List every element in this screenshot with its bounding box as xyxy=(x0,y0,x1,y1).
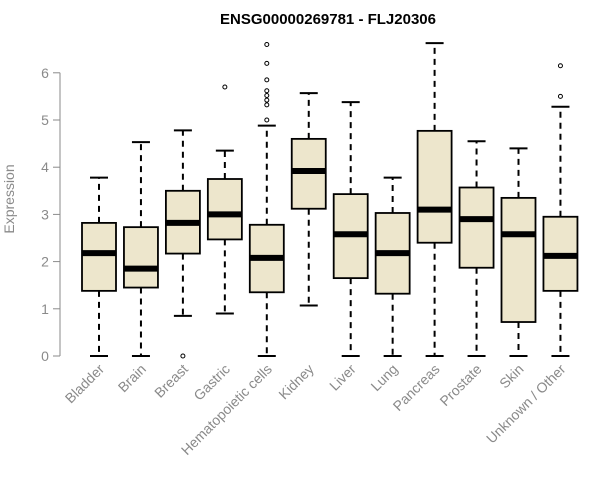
outlier-point xyxy=(222,84,228,90)
outlier-point xyxy=(557,93,563,99)
y-tick-label: 6 xyxy=(41,65,49,81)
y-tick-label: 1 xyxy=(41,301,49,317)
outlier-point xyxy=(264,117,270,123)
x-category-label: Brain xyxy=(115,361,149,395)
iqr-box xyxy=(81,221,117,292)
outlier-point xyxy=(264,102,270,108)
x-category-label: Prostate xyxy=(436,361,484,409)
y-tick-label: 0 xyxy=(41,348,49,364)
box-group xyxy=(123,141,159,357)
x-category-label: Unknown / Other xyxy=(483,361,569,447)
y-axis: 0 1 2 3 4 5 6 xyxy=(41,65,61,364)
y-tick-label: 5 xyxy=(41,112,49,128)
outlier-point xyxy=(180,353,186,359)
x-category-label: Lung xyxy=(367,361,400,394)
box-group xyxy=(458,140,495,357)
box-group xyxy=(416,42,453,357)
box-group xyxy=(500,147,537,357)
box-group xyxy=(164,129,201,359)
box-group xyxy=(81,176,117,357)
box-group xyxy=(374,176,411,357)
y-tick-label: 3 xyxy=(41,206,49,222)
iqr-box xyxy=(123,226,159,289)
outlier-point xyxy=(264,77,270,83)
y-tick-label: 4 xyxy=(41,159,49,175)
x-category-label: Skin xyxy=(496,361,527,392)
boxes-layer xyxy=(81,41,579,359)
iqr-box xyxy=(416,129,453,244)
iqr-box xyxy=(500,196,537,323)
x-category-label: Bladder xyxy=(62,361,108,407)
outlier-point xyxy=(557,63,563,69)
box-group xyxy=(248,41,285,357)
box-group xyxy=(206,84,243,315)
outlier-point xyxy=(264,97,270,103)
x-category-label: Breast xyxy=(151,361,191,401)
box-group xyxy=(290,92,327,307)
y-axis-label: Expression xyxy=(1,164,17,233)
outlier-point xyxy=(264,60,270,66)
outlier-point xyxy=(264,41,270,47)
x-category-label: Pancreas xyxy=(390,361,443,414)
iqr-box xyxy=(458,186,495,269)
box-group xyxy=(332,101,369,357)
iqr-box xyxy=(206,178,243,241)
outlier-point xyxy=(264,88,270,94)
box-group xyxy=(542,63,579,357)
x-category-label: Liver xyxy=(326,361,359,394)
outlier-point xyxy=(264,92,270,98)
y-tick-label: 2 xyxy=(41,254,49,270)
chart-title: ENSG00000269781 - FLJ20306 xyxy=(220,11,436,28)
x-category-label: Kidney xyxy=(275,361,317,403)
